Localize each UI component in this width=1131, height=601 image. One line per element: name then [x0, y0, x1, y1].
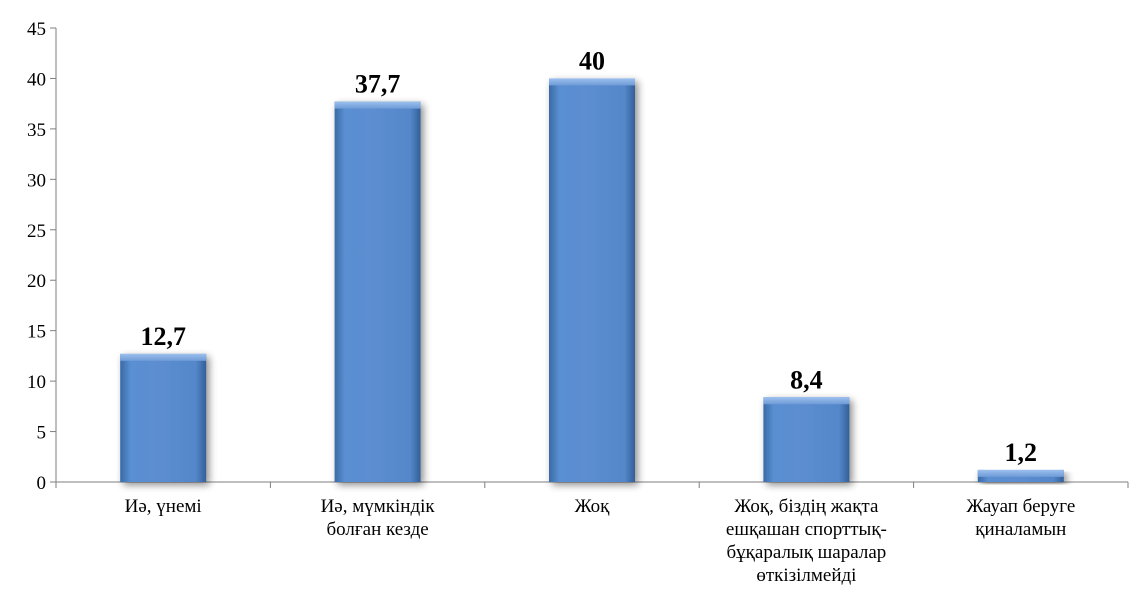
bar-cap: [120, 354, 206, 361]
category-labels: Иә, үнемі Иә, мүмкіндік болған кезде Жоқ Жоқ…: [125, 496, 1076, 586]
bar-body: [120, 354, 206, 482]
y-axis: 0 5 10 15 20 25 30 35 40 45: [27, 19, 56, 494]
y-tick-label: 25: [27, 221, 46, 242]
y-tick-label: 35: [27, 120, 46, 141]
category-label-line: Жоқ, біздің жақта: [734, 496, 879, 517]
bar: [549, 78, 635, 482]
category-label-line: Жоқ: [575, 496, 611, 517]
bar-series: [120, 78, 1064, 482]
category-label-line: бұқаралық шаралар: [727, 542, 887, 563]
bar-body: [763, 397, 849, 482]
category-label: Жоқ, біздің жақта ешқашан спорттық-бұқара…: [726, 496, 887, 586]
y-tick-label: 30: [27, 170, 46, 191]
category-label-line: ешқашан спорттық-: [726, 519, 887, 540]
bar-body: [549, 78, 635, 482]
y-tick-label: 5: [37, 423, 47, 444]
y-tick-label: 10: [27, 372, 46, 393]
bar: [978, 470, 1064, 482]
category-label: Иә, мүмкіндік болған кезде: [321, 496, 436, 540]
bar: [335, 102, 421, 482]
category-label-line: Жауап беруге: [966, 496, 1075, 517]
bar-cap: [335, 102, 421, 109]
category-label-line: Иә, үнемі: [125, 496, 202, 517]
data-label: 1,2: [1005, 438, 1038, 467]
category-label-line: болған кезде: [326, 519, 428, 540]
bar-cap: [978, 470, 1064, 477]
x-axis: [56, 482, 1128, 488]
data-label: 40: [579, 46, 605, 75]
bar-cap: [549, 78, 635, 85]
bar-cap: [763, 397, 849, 404]
y-tick-label: 15: [27, 322, 46, 343]
y-tick-label: 40: [27, 69, 46, 90]
category-label-line: Иә, мүмкіндік: [321, 496, 436, 517]
category-label-line: қиналамын: [975, 519, 1066, 540]
y-tick-label: 20: [27, 271, 46, 292]
category-label: Жоқ: [575, 496, 611, 517]
bar-body: [335, 102, 421, 482]
y-tick-label: 45: [27, 19, 46, 40]
category-label: Жауап беруге қиналамын: [966, 496, 1075, 540]
category-label-line: өткізілмейді: [756, 565, 856, 586]
data-label: 8,4: [790, 365, 823, 394]
data-label: 37,7: [355, 70, 401, 99]
bar: [763, 397, 849, 482]
bar: [120, 354, 206, 482]
category-label: Иә, үнемі: [125, 496, 202, 517]
y-tick-label: 0: [37, 473, 47, 494]
data-label: 12,7: [140, 322, 186, 351]
